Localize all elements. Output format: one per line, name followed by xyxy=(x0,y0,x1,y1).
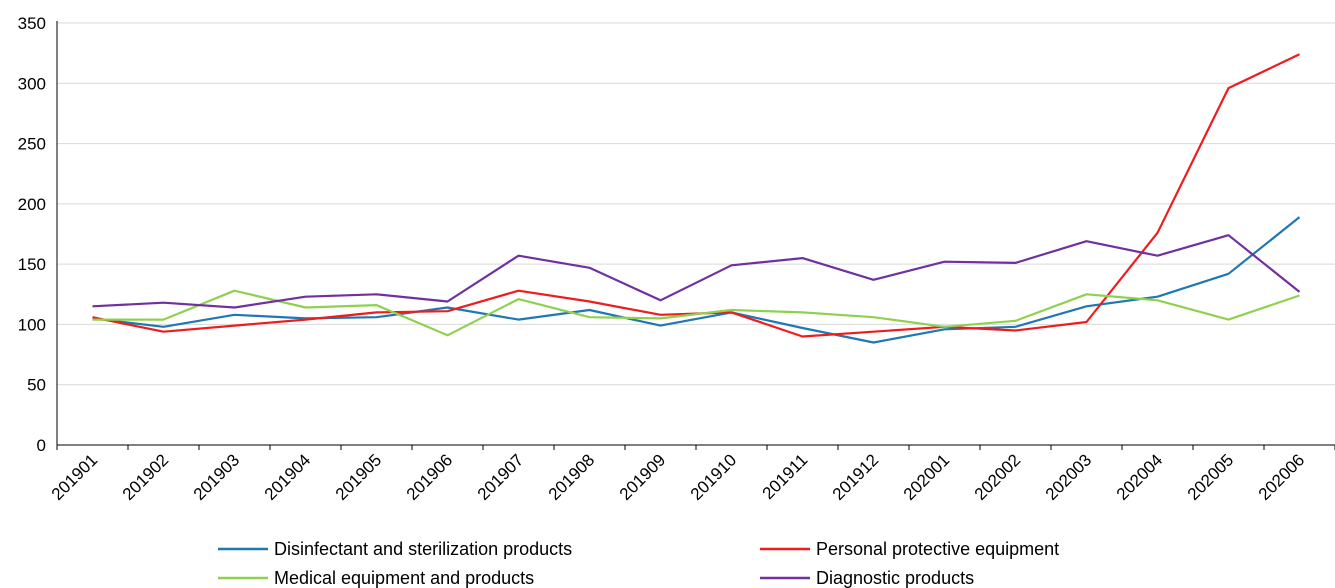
x-tick-label: 201908 xyxy=(545,450,599,504)
y-tick-label: 150 xyxy=(18,255,46,274)
series-line xyxy=(92,234,1301,309)
x-tick-label: 201910 xyxy=(687,450,741,504)
x-tick-label: 202005 xyxy=(1184,450,1238,504)
gridlines xyxy=(57,22,1335,386)
series-line xyxy=(92,216,1301,344)
x-tick-label: 201902 xyxy=(119,450,173,504)
legend-label: Personal protective equipment xyxy=(816,539,1059,559)
y-axis: 0 50 100 150 200 250 300 350 xyxy=(18,14,58,455)
x-axis: 201901 201902 201903 201904 201905 201906 2019… xyxy=(48,444,1335,504)
x-tick-label: 201912 xyxy=(829,450,883,504)
x-tick-label: 202006 xyxy=(1255,450,1309,504)
y-tick-label: 200 xyxy=(18,195,46,214)
x-tick-label: 202004 xyxy=(1113,450,1167,504)
x-tick-label: 202003 xyxy=(1042,450,1096,504)
y-tick-label: 50 xyxy=(27,376,46,395)
x-tick-label: 202001 xyxy=(900,450,954,504)
y-tick-label: 300 xyxy=(18,74,46,93)
x-tick-label: 201911 xyxy=(759,450,812,503)
y-tick-label: 250 xyxy=(18,135,46,154)
x-tick-label: 201906 xyxy=(403,450,457,504)
y-tick-label: 350 xyxy=(18,14,46,33)
series-line xyxy=(92,289,1300,337)
legend-label: Medical equipment and products xyxy=(274,568,534,588)
x-tick-label: 201901 xyxy=(48,450,102,504)
legend-item: Diagnostic products xyxy=(760,568,974,588)
series-line xyxy=(92,53,1300,338)
legend-item: Personal protective equipment xyxy=(760,539,1059,559)
legend-item: Disinfectant and sterilization products xyxy=(218,539,572,559)
legend-label: Disinfectant and sterilization products xyxy=(274,539,572,559)
x-tick-label: 201909 xyxy=(616,450,670,504)
legend-item: Medical equipment and products xyxy=(218,568,534,588)
legend-label: Diagnostic products xyxy=(816,568,974,588)
x-tick-label: 201904 xyxy=(261,450,315,504)
legend: Disinfectant and sterilization products P… xyxy=(218,539,1059,588)
x-tick-label: 201903 xyxy=(190,450,244,504)
x-tick-label: 201905 xyxy=(332,450,386,504)
x-tick-label: 202002 xyxy=(971,450,1025,504)
series-lines xyxy=(92,53,1301,344)
x-tick-label: 201907 xyxy=(474,450,528,504)
y-tick-label: 100 xyxy=(18,315,46,334)
y-tick-label: 0 xyxy=(37,436,46,455)
